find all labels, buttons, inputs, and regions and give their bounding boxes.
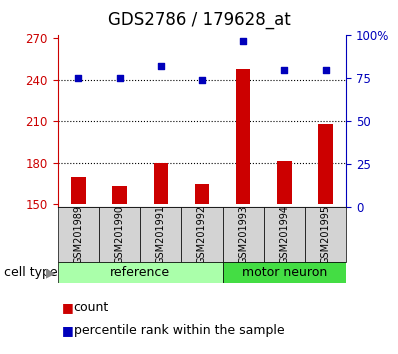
Bar <box>222 207 264 262</box>
Bar <box>195 184 209 204</box>
Text: reference: reference <box>110 266 170 279</box>
Bar <box>99 207 140 262</box>
Text: ▶: ▶ <box>46 266 55 279</box>
Text: GSM201993: GSM201993 <box>238 205 248 264</box>
Bar <box>318 124 333 204</box>
Bar <box>71 177 86 204</box>
Text: count: count <box>74 302 109 314</box>
Bar <box>264 207 305 262</box>
Text: GSM201995: GSM201995 <box>321 205 331 264</box>
Text: ■: ■ <box>62 325 74 337</box>
Bar <box>58 262 222 283</box>
Text: GSM201992: GSM201992 <box>197 205 207 264</box>
Bar <box>154 163 168 204</box>
Text: GSM201989: GSM201989 <box>73 205 83 264</box>
Point <box>158 63 164 69</box>
Point <box>199 77 205 83</box>
Text: GSM201990: GSM201990 <box>115 205 125 264</box>
Bar <box>181 207 222 262</box>
Text: GDS2786 / 179628_at: GDS2786 / 179628_at <box>107 11 291 29</box>
Text: GSM201994: GSM201994 <box>279 205 289 264</box>
Bar <box>305 207 346 262</box>
Text: cell type: cell type <box>4 266 58 279</box>
Bar <box>140 207 181 262</box>
Text: GSM201991: GSM201991 <box>156 205 166 264</box>
Text: ■: ■ <box>62 302 74 314</box>
Bar <box>58 207 99 262</box>
Text: percentile rank within the sample: percentile rank within the sample <box>74 325 284 337</box>
Point <box>281 67 288 73</box>
Bar <box>236 69 250 204</box>
Bar <box>277 161 292 204</box>
Point <box>116 75 123 81</box>
Text: motor neuron: motor neuron <box>242 266 327 279</box>
Bar <box>112 186 127 204</box>
Point <box>322 67 329 73</box>
Bar <box>222 262 346 283</box>
Point <box>75 75 82 81</box>
Point <box>240 38 246 44</box>
